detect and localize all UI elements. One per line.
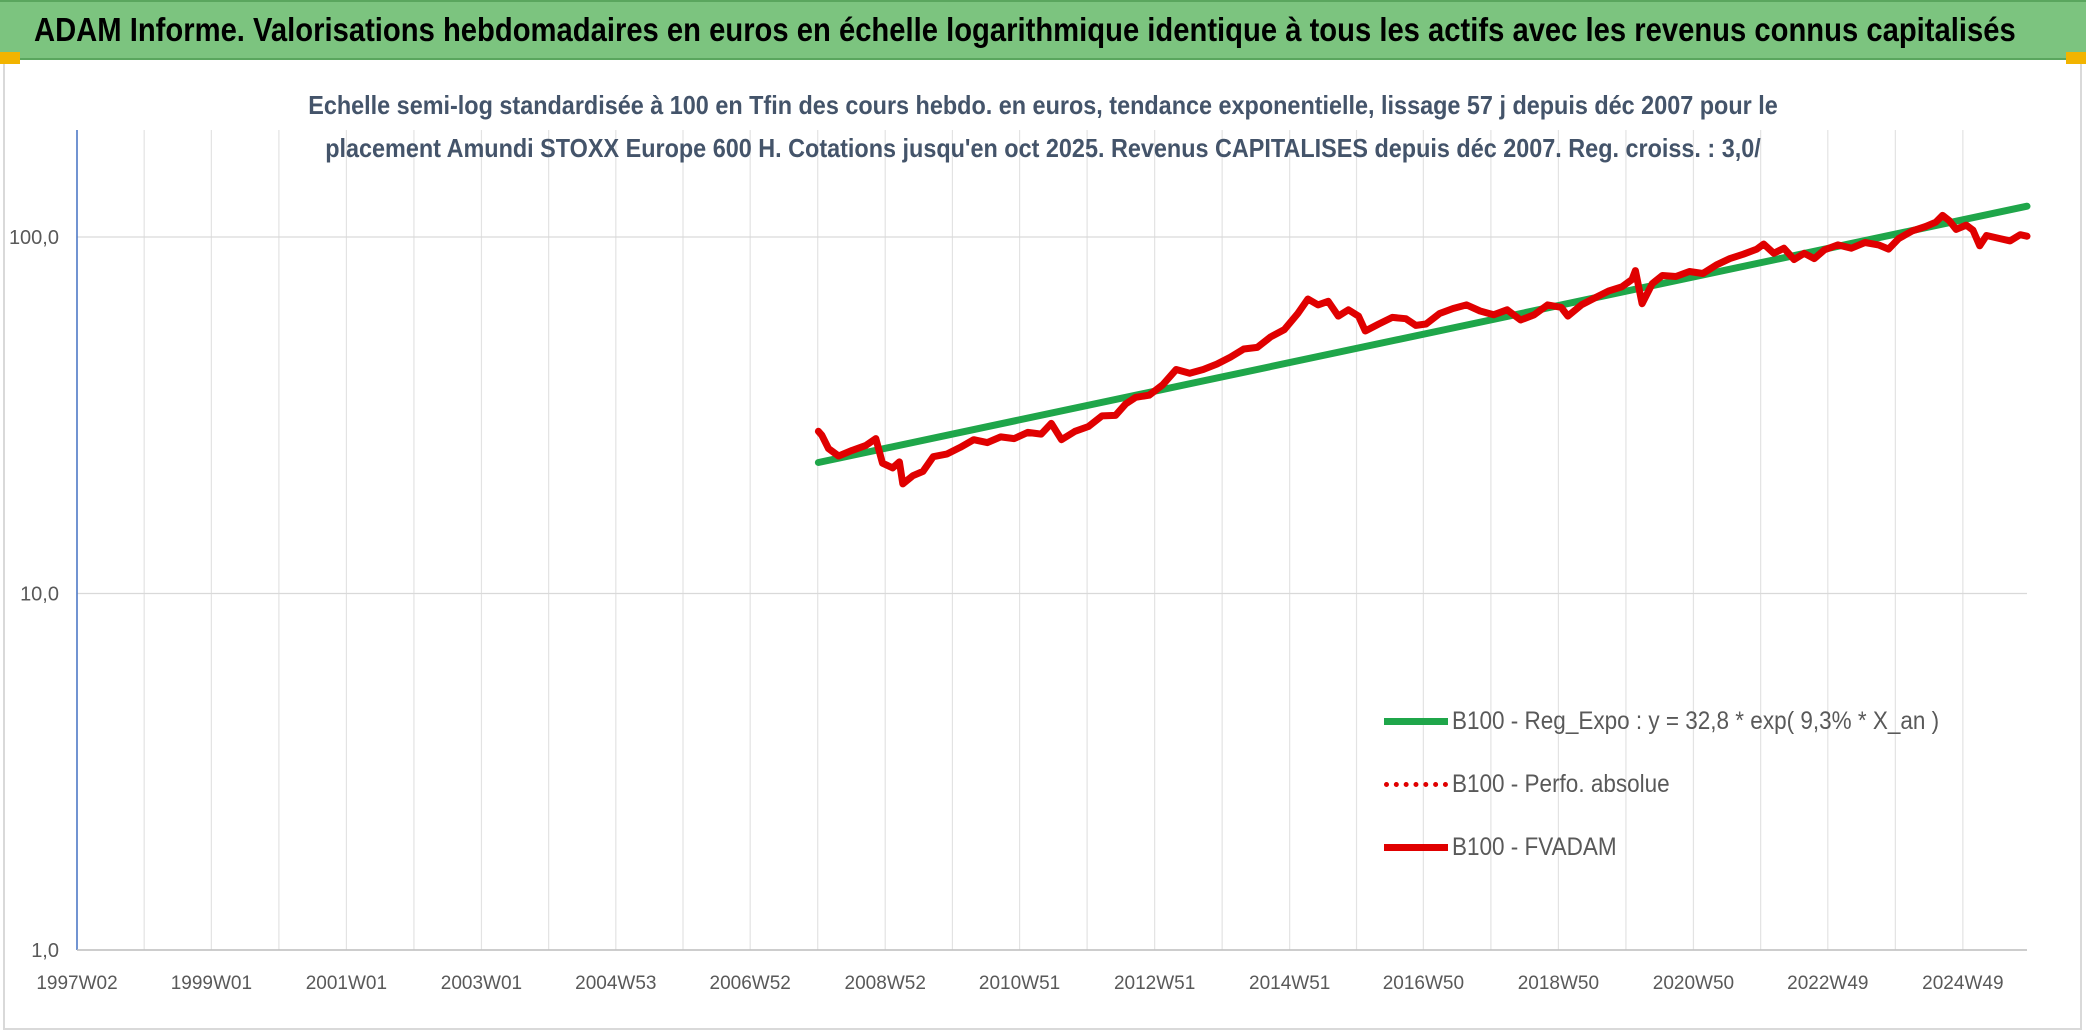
legend-label-fvadam: B100 - FVADAM: [1452, 833, 1617, 861]
x-tick-label: 2024W49: [1922, 973, 2003, 994]
chart-frame: [3, 64, 2082, 1030]
legend-swatch-absolute-performance: [1384, 782, 1448, 787]
x-tick-label: 2001W01: [306, 973, 387, 994]
x-tick-label: 2010W51: [979, 973, 1060, 994]
legend-item-regression: B100 - Reg_Expo : y = 32,8 * exp( 9,3% *…: [1384, 690, 1993, 753]
x-tick-label: 2016W50: [1383, 973, 1464, 994]
y-tick-label: 1,0: [31, 940, 59, 962]
corner-marker-top-right: [2066, 52, 2086, 64]
x-tick-label: 2022W49: [1787, 973, 1868, 994]
x-tick-label: 2020W50: [1653, 973, 1734, 994]
legend-item-absolute-performance: B100 - Perfo. absolue: [1384, 753, 1993, 816]
legend-swatch-regression: [1384, 718, 1448, 725]
x-tick-label: 1997W02: [36, 973, 117, 994]
legend-swatch-fvadam: [1384, 844, 1448, 851]
x-tick-label: 1999W01: [171, 973, 252, 994]
x-tick-label: 2008W52: [845, 973, 926, 994]
report-banner: ADAM Informe. Valorisations hebdomadaire…: [0, 0, 2086, 60]
x-tick-label: 2018W50: [1518, 973, 1599, 994]
x-tick-label: 2012W51: [1114, 973, 1195, 994]
chart-title-line-2: placement Amundi STOXX Europe 600 H. Cot…: [325, 133, 1761, 163]
corner-marker-top-left: [0, 52, 20, 64]
legend-label-regression: B100 - Reg_Expo : y = 32,8 * exp( 9,3% *…: [1452, 707, 1940, 735]
x-tick-label: 2014W51: [1249, 973, 1330, 994]
x-tick-label: 2006W52: [710, 973, 791, 994]
y-tick-label: 10,0: [20, 584, 59, 606]
y-tick-label: 100,0: [9, 227, 59, 249]
report-title: ADAM Informe. Valorisations hebdomadaire…: [34, 11, 2016, 48]
x-tick-label: 2003W01: [441, 973, 522, 994]
series-fvadam-line: [814, 211, 2031, 488]
x-tick-label: 2004W53: [575, 973, 656, 994]
legend-item-fvadam: B100 - FVADAM: [1384, 816, 1993, 879]
chart-legend: B100 - Reg_Expo : y = 32,8 * exp( 9,3% *…: [1384, 690, 1993, 879]
legend-label-absolute-performance: B100 - Perfo. absolue: [1452, 770, 1670, 798]
chart-title-line-1: Echelle semi-log standardisée à 100 en T…: [308, 90, 1778, 120]
